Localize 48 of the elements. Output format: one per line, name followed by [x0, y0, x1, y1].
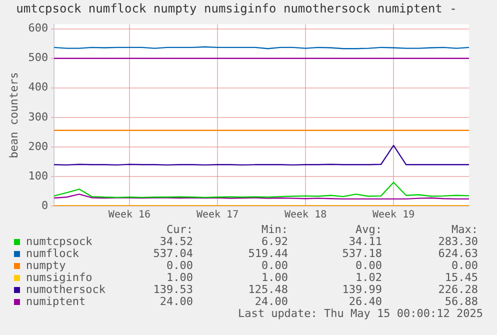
y-tick-label: 400 [28, 80, 48, 94]
x-tick-label: Week 17 [196, 210, 239, 221]
text: 125.48 [247, 283, 288, 296]
text: 139.99 [341, 283, 382, 296]
legend-label: numiptent [26, 295, 86, 308]
legend-label: numsiginfo [26, 271, 92, 284]
text: 0.00 [354, 259, 382, 272]
text: 34.11 [348, 235, 382, 248]
x-tick-label: Week 19 [372, 210, 415, 221]
text: 24.00 [254, 295, 288, 308]
text: Avg: [354, 223, 382, 236]
text: 537.04 [152, 247, 193, 260]
y-tick-label: 600 [28, 22, 48, 35]
y-tick-label: 300 [28, 110, 48, 124]
text: 15.45 [444, 271, 478, 284]
text: 1.00 [260, 271, 288, 284]
text: 283.30 [437, 235, 478, 248]
text: 0.00 [166, 259, 193, 272]
text: 226.28 [437, 283, 478, 296]
chart-title: umtcpsock numflock numpty numsiginfo numothersock numiptent - [16, 1, 457, 16]
text: 519.44 [247, 247, 288, 260]
text: 624.63 [437, 247, 478, 260]
text: 1.00 [166, 271, 193, 284]
y-tick-label: 0 [41, 198, 48, 212]
text: Cur: [166, 223, 193, 236]
text: 24.00 [158, 295, 193, 308]
text: 1.02 [354, 271, 382, 284]
text: 0.00 [450, 259, 478, 272]
legend-label: numflock [26, 247, 79, 260]
y-tick-label: 100 [28, 169, 48, 182]
text: Max: [450, 223, 478, 236]
text: Last update: Thu May 15 00:00:12 2025 [238, 307, 483, 320]
text: 537.18 [341, 247, 382, 260]
y-tick-label: 200 [28, 140, 48, 153]
text: 26.40 [348, 295, 382, 308]
legend-label: numpty [26, 259, 66, 272]
text: 34.52 [158, 235, 193, 248]
y-tick-label: 500 [28, 51, 48, 64]
text: 0.00 [260, 259, 288, 272]
x-tick-label: Week 16 [108, 210, 151, 221]
text: 56.88 [444, 295, 478, 308]
legend-label: numothersock [26, 283, 106, 296]
y-axis-title: bean counters [7, 72, 20, 158]
text: 6.92 [260, 235, 288, 248]
text: Min: [260, 223, 288, 236]
text: 139.53 [152, 283, 193, 296]
x-tick-label: Week 18 [284, 210, 327, 221]
legend-label: numtcpsock [26, 235, 92, 248]
